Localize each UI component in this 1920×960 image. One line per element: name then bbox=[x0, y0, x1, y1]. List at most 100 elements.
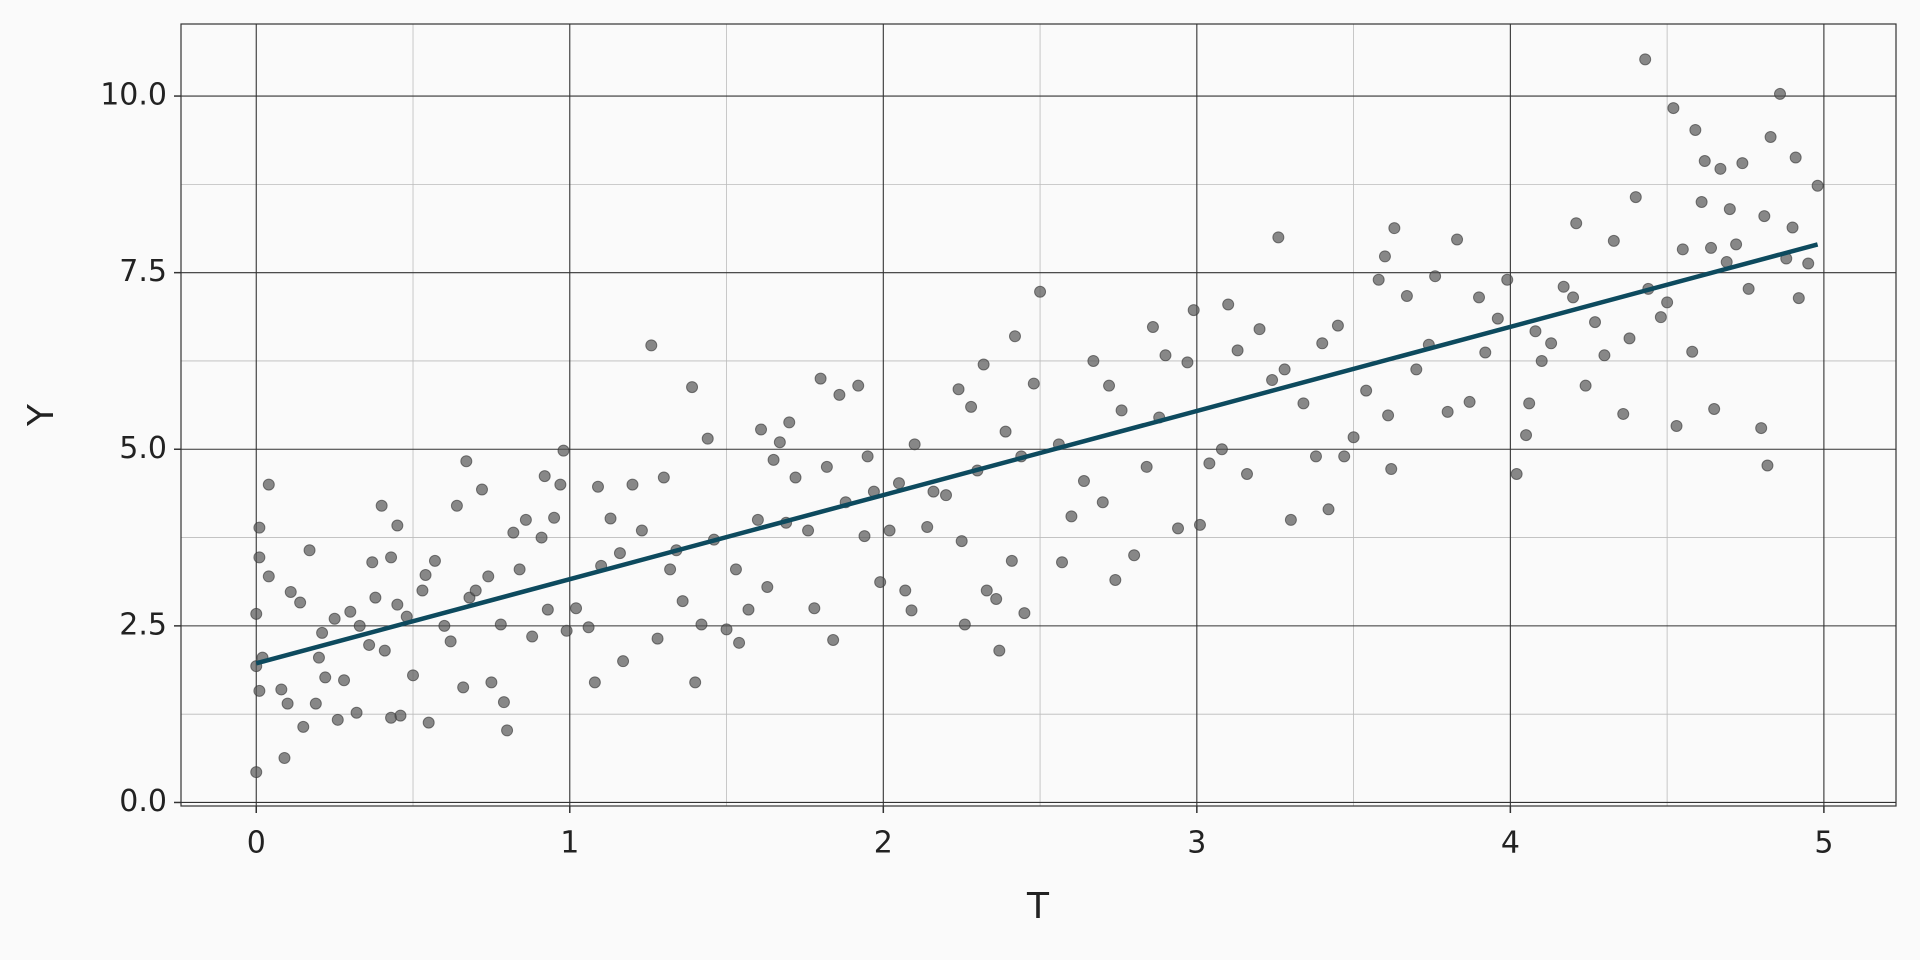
scatter-point bbox=[751, 513, 764, 526]
scatter-point bbox=[1557, 280, 1570, 293]
scatter-point bbox=[1429, 270, 1442, 283]
scatter-point bbox=[1689, 123, 1702, 136]
scatter-point bbox=[965, 400, 978, 413]
scatter-point bbox=[538, 470, 551, 483]
scatter-point bbox=[1087, 354, 1100, 367]
scatter-point bbox=[761, 581, 774, 594]
scatter-point bbox=[513, 563, 526, 576]
scatter-point bbox=[303, 544, 316, 557]
scatter-point bbox=[1187, 304, 1200, 317]
scatter-point bbox=[1266, 374, 1279, 387]
scatter-point bbox=[1579, 379, 1592, 392]
scatter-point bbox=[450, 499, 463, 512]
scatter-point bbox=[497, 696, 510, 709]
scatter-point bbox=[253, 684, 266, 697]
scatter-point bbox=[391, 519, 404, 532]
scatter-point bbox=[363, 638, 376, 651]
scatter-point bbox=[1385, 463, 1398, 476]
scatter-point bbox=[1065, 510, 1078, 523]
scatter-point bbox=[1520, 429, 1533, 442]
scatter-point bbox=[1811, 179, 1824, 192]
scatter-point bbox=[802, 524, 815, 537]
scatter-point bbox=[617, 655, 630, 668]
scatter-point bbox=[541, 603, 554, 616]
scatter-point bbox=[428, 554, 441, 567]
scatter-point bbox=[1203, 457, 1216, 470]
scatter-point bbox=[1222, 298, 1235, 311]
scatter-point bbox=[557, 444, 570, 457]
scatter-point bbox=[1607, 234, 1620, 247]
scatter-point bbox=[1159, 349, 1172, 362]
scatter-point bbox=[1639, 53, 1652, 66]
scatter-point bbox=[250, 607, 263, 620]
scatter-point bbox=[297, 720, 310, 733]
scatter-point bbox=[588, 676, 601, 689]
scatter-point bbox=[485, 676, 498, 689]
scatter-point bbox=[1473, 291, 1486, 304]
scatter-point bbox=[952, 383, 965, 396]
scatter-point bbox=[1764, 131, 1777, 144]
scatter-point bbox=[253, 521, 266, 534]
scatter-point bbox=[1128, 549, 1141, 562]
scatter-point bbox=[874, 576, 887, 589]
scatter-point bbox=[899, 584, 912, 597]
scatter-point bbox=[1617, 407, 1630, 420]
scatter-point bbox=[1670, 419, 1683, 432]
scatter-point bbox=[1378, 250, 1391, 263]
scatter-point bbox=[905, 604, 918, 617]
scatter-point bbox=[284, 585, 297, 598]
scatter-point bbox=[990, 593, 1003, 606]
scatter-point bbox=[940, 489, 953, 502]
scatter-point bbox=[908, 438, 921, 451]
scatter-point bbox=[422, 716, 435, 729]
scatter-point bbox=[262, 570, 275, 583]
scatter-point bbox=[1491, 312, 1504, 325]
scatter-point bbox=[1598, 349, 1611, 362]
scatter-point bbox=[729, 563, 742, 576]
scatter-point bbox=[416, 584, 429, 597]
scatter-point bbox=[1146, 321, 1159, 334]
scatter-point bbox=[676, 595, 689, 608]
scatter-point bbox=[1400, 289, 1413, 302]
scatter-point bbox=[391, 598, 404, 611]
scatter-point bbox=[1360, 384, 1373, 397]
scatter-point bbox=[1316, 337, 1329, 350]
scatter-point bbox=[1589, 316, 1602, 329]
scatter-point bbox=[460, 455, 473, 468]
scatter-point bbox=[1215, 443, 1228, 456]
scatter-point bbox=[1231, 344, 1244, 357]
scatter-point bbox=[1789, 151, 1802, 164]
scatter-point bbox=[1278, 363, 1291, 376]
scatter-point bbox=[535, 531, 548, 544]
scatter-point bbox=[1755, 422, 1768, 435]
scatter-point bbox=[1284, 513, 1297, 526]
x-tick-label: 2 bbox=[874, 826, 893, 861]
scatter-point bbox=[767, 453, 780, 466]
scatter-point bbox=[861, 450, 874, 463]
scatter-point bbox=[1338, 450, 1351, 463]
fit-line bbox=[255, 242, 1819, 666]
x-tick-label: 5 bbox=[1814, 826, 1833, 861]
scatter-point bbox=[1629, 191, 1642, 204]
scatter-point bbox=[1253, 323, 1266, 336]
scatter-point bbox=[657, 471, 670, 484]
scatter-point bbox=[1501, 273, 1514, 286]
scatter-point bbox=[651, 632, 664, 645]
scatter-point bbox=[1479, 346, 1492, 359]
scatter-point bbox=[328, 612, 341, 625]
x-axis-label: T bbox=[1026, 886, 1050, 927]
scatter-point bbox=[312, 651, 325, 664]
scatter-point bbox=[789, 471, 802, 484]
scatter-point bbox=[475, 483, 488, 496]
scatter-point bbox=[1322, 503, 1335, 516]
scatter-point bbox=[720, 623, 733, 636]
scatter-point bbox=[701, 432, 714, 445]
scatter-point bbox=[1535, 354, 1548, 367]
scatter-point bbox=[250, 766, 263, 779]
scatter-point bbox=[281, 697, 294, 710]
scatter-point bbox=[773, 436, 786, 449]
scatter-point bbox=[570, 602, 583, 615]
labels: 0 1 2 3 4 5 0.0 2.5 5.0 7.5 10.0 bbox=[100, 78, 1833, 861]
scatter-point bbox=[1661, 296, 1674, 309]
